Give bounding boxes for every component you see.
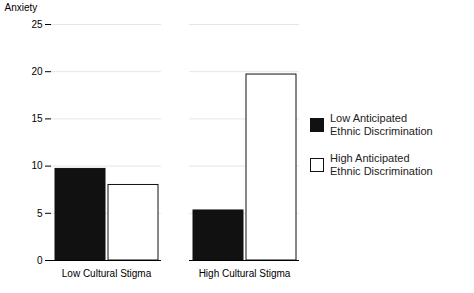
html-text:Low Anticipated Ethnic Discrim: Low Anticipated Ethnic Discrimination bbox=[330, 111, 433, 137]
svg-text:0: 0 bbox=[37, 255, 43, 266]
svg-text:20: 20 bbox=[31, 66, 43, 77]
svg-text:Low Cultural Stigma: Low Cultural Stigma bbox=[62, 268, 152, 279]
svg-text:High Cultural Stigma: High Cultural Stigma bbox=[199, 268, 291, 279]
svg-text:10: 10 bbox=[31, 160, 43, 171]
svg-text:5: 5 bbox=[37, 208, 43, 219]
svg-text:25: 25 bbox=[31, 19, 43, 30]
html-text:High Anticipated Ethnic Discri: High Anticipated Ethnic Discrimination bbox=[330, 152, 433, 178]
svg-text:15: 15 bbox=[31, 113, 43, 124]
svg-text:Anxiety: Anxiety bbox=[5, 2, 38, 13]
